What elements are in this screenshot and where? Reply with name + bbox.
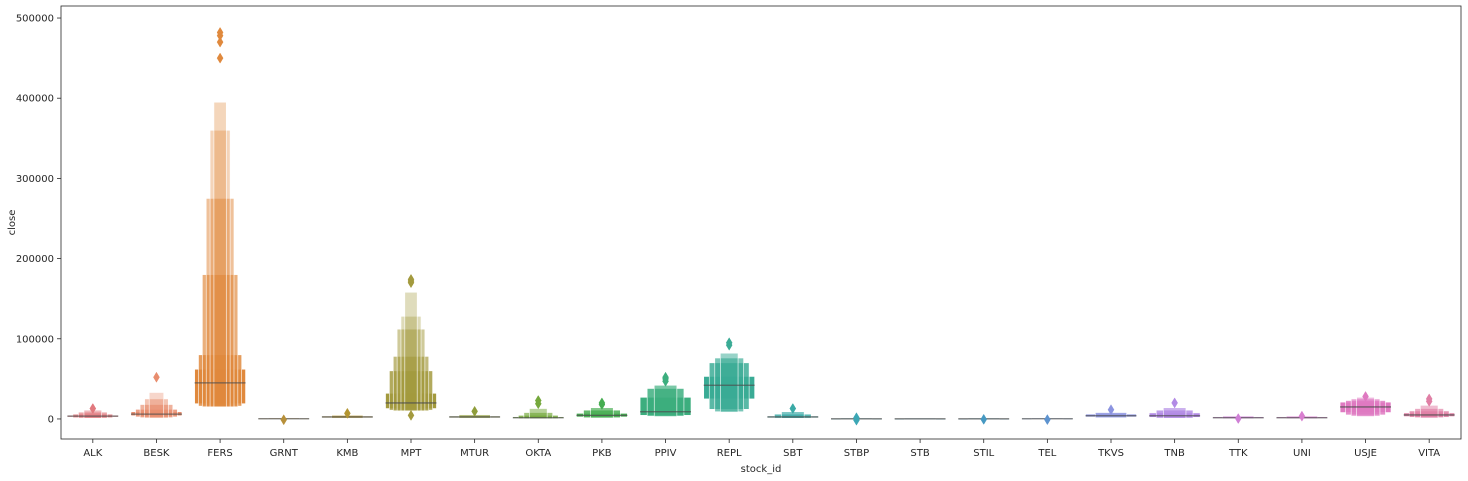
x-axis-label: stock_id — [741, 464, 782, 475]
x-tick-label-vita: VITA — [1418, 448, 1440, 459]
boxen-group-tnb — [1148, 397, 1201, 419]
outlier-point — [1362, 391, 1369, 402]
x-tick-label-usje: USJE — [1354, 448, 1377, 459]
boxen-group-tel — [1021, 414, 1074, 426]
boxen-group-uni — [1276, 410, 1328, 422]
boxen-group-sbt — [767, 403, 819, 419]
y-tick-label: 400000 — [16, 94, 54, 105]
outlier-point — [1171, 397, 1178, 409]
x-tick-label-repl: REPL — [717, 448, 742, 459]
x-tick-label-tkvs: TKVS — [1097, 448, 1124, 459]
outlier-point — [216, 26, 224, 38]
x-axis: ALK BESK FERS GRNT KMB MPT MTUR OKTA PKB PPIV REPL… — [83, 439, 1440, 459]
x-tick-label-ttk: TTK — [1228, 448, 1248, 459]
outlier-point — [789, 403, 797, 415]
boxen-group-alk — [67, 403, 119, 419]
x-tick-label-stb: STB — [910, 448, 929, 459]
y-axis-label: close — [7, 210, 18, 236]
y-tick-label: 200000 — [16, 254, 54, 265]
boxen-group-ttk — [1212, 413, 1265, 425]
boxen-group-grnt — [257, 414, 310, 426]
boxen-box — [148, 392, 165, 419]
x-tick-label-grnt: GRNT — [270, 448, 299, 459]
y-tick-label: 100000 — [16, 334, 54, 345]
boxen-group-stil — [957, 413, 1010, 425]
x-tick-label-stbp: STBP — [844, 448, 869, 459]
x-tick-label-uni: UNI — [1293, 448, 1311, 459]
boxen-group-stbp — [830, 412, 883, 426]
boxen-group-ppiv — [639, 371, 692, 417]
boxen-group-mpt — [385, 273, 437, 421]
outlier-point — [662, 371, 669, 383]
boxen-group-kmb — [321, 407, 374, 419]
outlier-point — [280, 414, 288, 426]
outlier-point — [216, 52, 224, 64]
x-tick-label-mtur: MTUR — [460, 448, 489, 459]
outlier-point — [407, 273, 415, 285]
boxen-box — [404, 291, 418, 412]
outlier-point — [1107, 404, 1115, 416]
boxen-box — [205, 198, 235, 408]
outlier-point — [1044, 414, 1051, 426]
outlier-point — [534, 395, 542, 406]
boxen-group-tkvs — [1085, 404, 1137, 419]
x-tick-label-sbt: SBT — [783, 448, 803, 459]
y-axis: 0 100000 200000 300000 400000 500000 — [16, 14, 61, 425]
boxen-group-vita — [1403, 393, 1455, 419]
x-tick-label-ppiv: PPIV — [655, 448, 677, 459]
x-tick-label-kmb: KMB — [336, 448, 358, 459]
x-tick-label-fers: FERS — [207, 448, 232, 459]
outlier-point — [471, 405, 478, 417]
x-tick-label-tel: TEL — [1037, 448, 1056, 459]
plot-frame — [60, 5, 1462, 440]
boxen-box — [1420, 405, 1439, 419]
boxen-group-mtur — [448, 405, 501, 419]
boxen-group-usje — [1339, 391, 1392, 417]
outlier-point — [216, 36, 224, 48]
outlier-point — [344, 407, 351, 419]
x-tick-label-stil: STIL — [973, 448, 994, 459]
boxen-box — [720, 352, 739, 413]
boxen-group-repl — [703, 337, 755, 413]
boxen-group-fers — [194, 26, 246, 408]
outlier-point — [407, 409, 415, 421]
outlier-point — [980, 413, 988, 425]
x-tick-label-mpt: MPT — [401, 448, 423, 459]
outlier-point — [153, 371, 160, 383]
outlier-point — [1298, 410, 1306, 422]
outlier-point — [1234, 413, 1242, 425]
outlier-point — [89, 403, 97, 415]
outlier-point — [598, 397, 606, 409]
x-tick-label-alk: ALK — [83, 448, 102, 459]
outlier-point — [853, 414, 860, 426]
y-tick-label: 300000 — [16, 174, 54, 185]
boxen-group-besk — [130, 371, 183, 419]
x-tick-label-okta: OKTA — [525, 448, 551, 459]
boxen-group-stb — [894, 418, 946, 420]
plot-area — [67, 26, 1455, 426]
boxen-box — [1163, 407, 1187, 419]
y-tick-label: 500000 — [16, 14, 54, 25]
outlier-point — [1425, 393, 1433, 405]
x-tick-label-pkb: PKB — [592, 448, 612, 459]
boxen-group-okta — [512, 395, 565, 420]
x-tick-label-besk: BESK — [143, 448, 170, 459]
outlier-point — [725, 337, 733, 349]
boxen-group-pkb — [576, 397, 628, 419]
x-tick-label-tnb: TNB — [1163, 448, 1185, 459]
boxen-box — [213, 101, 227, 408]
y-tick-label: 0 — [48, 414, 54, 425]
